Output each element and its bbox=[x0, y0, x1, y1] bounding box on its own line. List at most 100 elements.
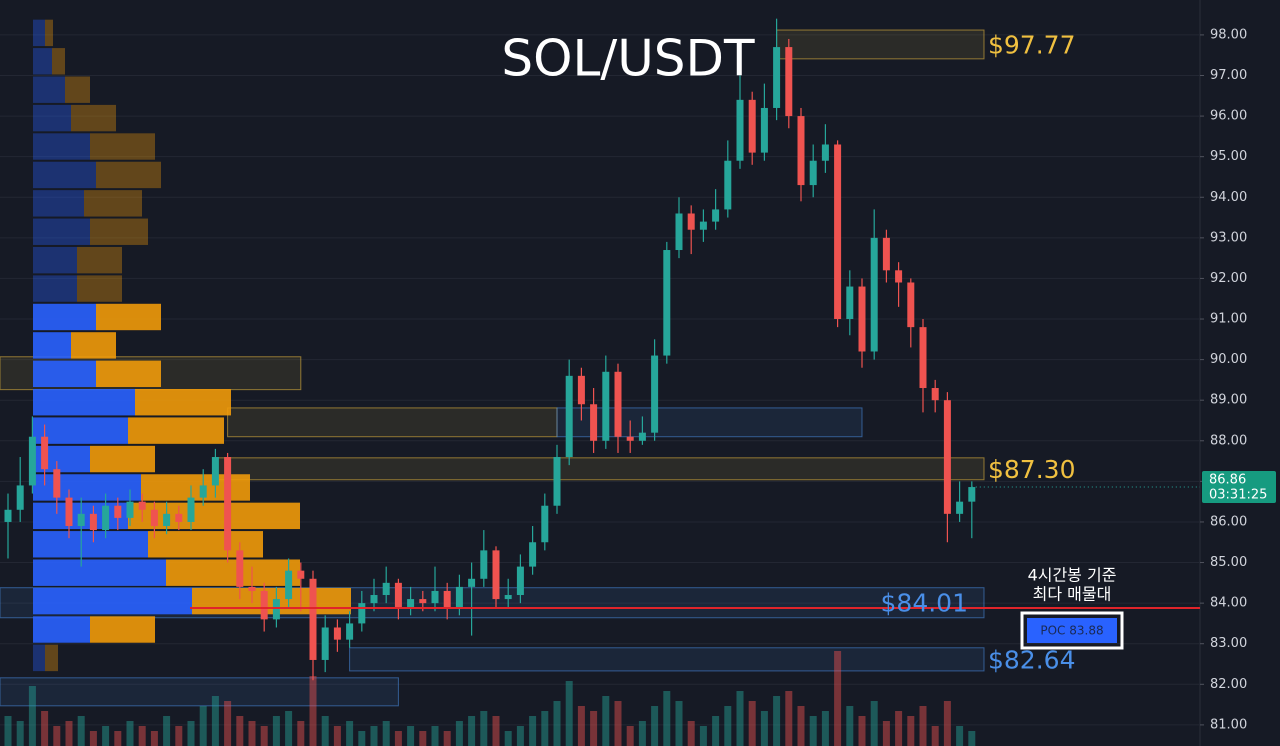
volume-bar bbox=[199, 706, 207, 746]
volume-bar bbox=[797, 706, 805, 746]
volume-bar bbox=[516, 726, 524, 746]
candle-body bbox=[358, 603, 366, 624]
profile-sell bbox=[71, 104, 116, 132]
candle-body bbox=[724, 160, 732, 210]
volume-bar bbox=[724, 706, 732, 746]
candle-body bbox=[187, 497, 195, 522]
volume-bar bbox=[565, 681, 573, 746]
volume-bar bbox=[846, 706, 854, 746]
volume-bar bbox=[102, 726, 110, 746]
zone bbox=[776, 29, 985, 60]
volume-bar bbox=[492, 716, 500, 746]
profile-sell bbox=[90, 616, 155, 643]
candle-body bbox=[809, 160, 817, 186]
volume-bar bbox=[224, 701, 232, 746]
volume-bar bbox=[809, 716, 817, 746]
candle-body bbox=[834, 144, 842, 320]
profile-buy bbox=[33, 559, 166, 586]
annotation: 4시간봉 기준 bbox=[1028, 566, 1117, 585]
candle-body bbox=[236, 550, 244, 587]
volume-bar bbox=[77, 716, 85, 746]
profile-sell bbox=[96, 360, 161, 388]
volume-bar bbox=[602, 696, 610, 746]
profile-sell bbox=[52, 48, 65, 75]
volume-bar bbox=[541, 711, 549, 746]
candle-body bbox=[516, 566, 524, 596]
volume-bar bbox=[272, 716, 280, 746]
zone bbox=[349, 647, 985, 672]
profile-sell bbox=[192, 587, 351, 615]
candle-body bbox=[150, 509, 158, 527]
volume-bar bbox=[309, 676, 317, 746]
profile-buy bbox=[33, 360, 96, 388]
volume-bar bbox=[956, 726, 964, 746]
volume-bar bbox=[529, 716, 537, 746]
volume-bar bbox=[248, 721, 256, 746]
candle-body bbox=[4, 509, 12, 522]
candle-body bbox=[431, 590, 439, 604]
profile-sell bbox=[90, 218, 148, 245]
volume-bar bbox=[760, 711, 768, 746]
volume-bar bbox=[638, 721, 646, 746]
candle-body bbox=[224, 457, 232, 551]
candle-body bbox=[870, 237, 878, 352]
candle-body bbox=[333, 627, 341, 640]
volume-bar bbox=[834, 651, 842, 746]
volume-bar bbox=[187, 721, 195, 746]
y-tick-label: 91.00 bbox=[1210, 312, 1247, 327]
profile-sell bbox=[77, 275, 122, 302]
chart-title: SOL/USDT bbox=[501, 30, 755, 88]
volume-bar bbox=[163, 716, 171, 746]
candle-body bbox=[529, 542, 537, 567]
volume-bar bbox=[285, 711, 293, 746]
candle-body bbox=[675, 213, 683, 251]
candle-body bbox=[211, 457, 219, 486]
candle-body bbox=[89, 513, 97, 531]
candle-body bbox=[858, 286, 866, 352]
zone bbox=[227, 407, 558, 438]
candle-body bbox=[468, 578, 476, 587]
candle-body bbox=[370, 595, 378, 604]
candle-body bbox=[565, 375, 573, 458]
volume-bar bbox=[651, 706, 659, 746]
candle-body bbox=[712, 209, 720, 222]
y-tick-label: 93.00 bbox=[1210, 230, 1247, 245]
candle-body bbox=[480, 550, 488, 579]
last-price-label: 86.86 bbox=[1209, 473, 1246, 488]
volume-bar bbox=[736, 691, 744, 746]
profile-buy bbox=[33, 19, 45, 47]
candle-body bbox=[638, 432, 646, 441]
volume-bar bbox=[614, 701, 622, 746]
volume-bar bbox=[687, 721, 695, 746]
candle-body bbox=[785, 47, 793, 117]
volume-bar bbox=[333, 726, 341, 746]
candle-body bbox=[895, 270, 903, 283]
volume-bar bbox=[455, 721, 463, 746]
volume-bar bbox=[699, 726, 707, 746]
candle-body bbox=[541, 505, 549, 543]
zone-label: $84.01 bbox=[881, 589, 968, 618]
y-tick-label: 95.00 bbox=[1210, 149, 1247, 164]
candle-body bbox=[626, 436, 634, 441]
volume-bar bbox=[590, 711, 598, 746]
candle-body bbox=[577, 375, 585, 405]
volume-bar bbox=[65, 721, 73, 746]
volume-bar bbox=[394, 731, 402, 746]
zone bbox=[214, 457, 985, 481]
candle-body bbox=[272, 599, 280, 620]
poc-label: POC 83.88 bbox=[1040, 624, 1103, 638]
y-tick-label: 81.00 bbox=[1210, 717, 1247, 732]
candle-body bbox=[126, 501, 134, 518]
candle-body bbox=[968, 487, 976, 502]
candle-body bbox=[943, 400, 951, 514]
profile-buy bbox=[33, 104, 71, 132]
candle-body bbox=[407, 599, 415, 608]
volume-bar bbox=[150, 731, 158, 746]
volume-bar bbox=[407, 726, 415, 746]
y-tick-label: 97.00 bbox=[1210, 68, 1247, 83]
candle-body bbox=[102, 505, 110, 531]
candle-body bbox=[919, 327, 927, 389]
y-tick-label: 96.00 bbox=[1210, 109, 1247, 124]
volume-bar bbox=[626, 726, 634, 746]
zone-label: $97.77 bbox=[988, 30, 1075, 59]
